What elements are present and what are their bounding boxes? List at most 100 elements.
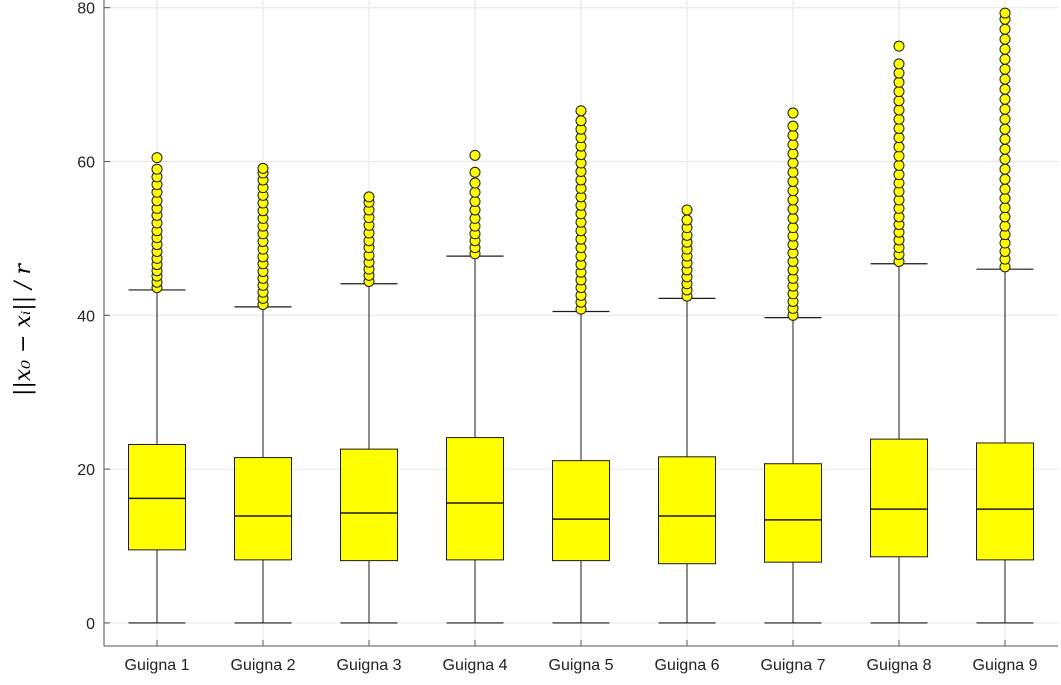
outlier-8-16 — [893, 132, 905, 144]
outlier-7-20 — [787, 148, 799, 160]
outlier-8-13 — [893, 159, 905, 171]
x-tick-label-4: Guigna 4 — [443, 657, 508, 674]
x-tick-label-9: Guigna 9 — [973, 657, 1038, 674]
outlier-4-11 — [469, 166, 481, 178]
outlier-7-21 — [787, 139, 799, 151]
outlier-9-24 — [999, 43, 1011, 55]
outlier-9-14 — [999, 143, 1011, 155]
outlier-1-19 — [151, 152, 163, 164]
outlier-9-10 — [999, 183, 1011, 195]
outlier-9-22 — [999, 63, 1011, 75]
outlier-9-19 — [999, 93, 1011, 105]
box-rect-4 — [446, 437, 504, 561]
outlier-8-23 — [893, 67, 905, 79]
y-tick-label-20: 20 — [77, 462, 95, 479]
outlier-2-20 — [257, 162, 269, 174]
outlier-8-22 — [893, 76, 905, 88]
x-tick-label-3: Guigna 3 — [337, 657, 402, 674]
outlier-9-17 — [999, 113, 1011, 125]
x-tick-label-6: Guigna 6 — [655, 657, 720, 674]
outlier-7-19 — [787, 157, 799, 169]
boxes — [128, 7, 1034, 624]
outlier-5-24 — [575, 115, 587, 127]
outlier-9-25 — [999, 33, 1011, 45]
outlier-9-16 — [999, 123, 1011, 135]
x-tick-label-2: Guigna 2 — [231, 657, 296, 674]
y-axis-label-text: ||x₀ − xᵢ|| / r — [11, 262, 36, 396]
outlier-9-12 — [999, 163, 1011, 175]
outlier-9-26 — [999, 23, 1011, 35]
outlier-9-6 — [999, 220, 1011, 232]
outlier-8-14 — [893, 150, 905, 162]
outlier-7-22 — [787, 129, 799, 141]
outlier-7-23 — [787, 120, 799, 132]
axes: 0 20 40 60 80 Guigna 1 Guigna 2 Guigna 3 Guigna … — [77, 0, 1058, 674]
outlier-6-12 — [681, 214, 693, 226]
box-rect-1 — [128, 444, 186, 551]
box-rect-6 — [658, 456, 716, 565]
box-rect-7 — [764, 463, 822, 563]
box-6 — [658, 204, 716, 624]
x-tick-label-7: Guigna 7 — [761, 657, 826, 674]
box-4 — [446, 149, 504, 624]
y-tick-label-40: 40 — [77, 308, 95, 325]
outlier-6-13 — [681, 204, 693, 216]
box-1 — [128, 152, 186, 624]
outlier-7-13 — [787, 212, 799, 224]
outlier-8-25 — [893, 40, 905, 52]
box-8 — [870, 40, 928, 624]
outlier-9-8 — [999, 202, 1011, 214]
outlier-8-20 — [893, 95, 905, 107]
outlier-9-21 — [999, 73, 1011, 85]
outlier-9-18 — [999, 103, 1011, 115]
outlier-7-14 — [787, 203, 799, 215]
outlier-9-23 — [999, 53, 1011, 65]
outlier-3-13 — [363, 191, 375, 203]
box-rect-5 — [552, 460, 610, 562]
outlier-9-28 — [999, 7, 1011, 19]
outlier-4-9 — [469, 186, 481, 198]
outlier-8-12 — [893, 169, 905, 181]
outlier-7-17 — [787, 175, 799, 187]
outlier-8-17 — [893, 122, 905, 134]
x-tick-label-8: Guigna 8 — [867, 657, 932, 674]
outlier-8-15 — [893, 141, 905, 153]
outlier-7-16 — [787, 185, 799, 197]
box-rect-8 — [870, 438, 928, 558]
box-rect-2 — [234, 457, 292, 561]
outlier-4-10 — [469, 177, 481, 189]
outlier-9-15 — [999, 133, 1011, 145]
box-7 — [764, 107, 822, 624]
box-rect-9 — [976, 442, 1034, 561]
outlier-8-19 — [893, 104, 905, 116]
outlier-1-18 — [151, 163, 163, 175]
outlier-8-18 — [893, 113, 905, 125]
outlier-8-21 — [893, 86, 905, 98]
outlier-9-7 — [999, 211, 1011, 223]
outlier-8-24 — [893, 58, 905, 70]
outlier-4-8 — [469, 195, 481, 207]
y-tick-label-80: 80 — [77, 1, 95, 18]
outlier-4-12 — [469, 149, 481, 161]
outlier-7-15 — [787, 194, 799, 206]
box-3 — [340, 191, 398, 624]
outlier-9-20 — [999, 83, 1011, 95]
outlier-5-25 — [575, 105, 587, 117]
outlier-7-12 — [787, 222, 799, 234]
outlier-9-9 — [999, 192, 1011, 204]
x-tick-label-1: Guigna 1 — [125, 657, 190, 674]
y-tick-label-0: 0 — [86, 616, 95, 633]
box-2 — [234, 162, 292, 624]
box-rect-3 — [340, 448, 398, 562]
outlier-9-11 — [999, 173, 1011, 185]
outlier-7-18 — [787, 166, 799, 178]
x-tick-label-5: Guigna 5 — [549, 657, 614, 674]
y-axis-label: ||x₀ − xᵢ|| / r — [11, 262, 36, 396]
outlier-9-13 — [999, 153, 1011, 165]
box-9 — [976, 7, 1034, 624]
y-tick-label-60: 60 — [77, 155, 95, 172]
outlier-7-24 — [787, 107, 799, 119]
box-5 — [552, 105, 610, 624]
